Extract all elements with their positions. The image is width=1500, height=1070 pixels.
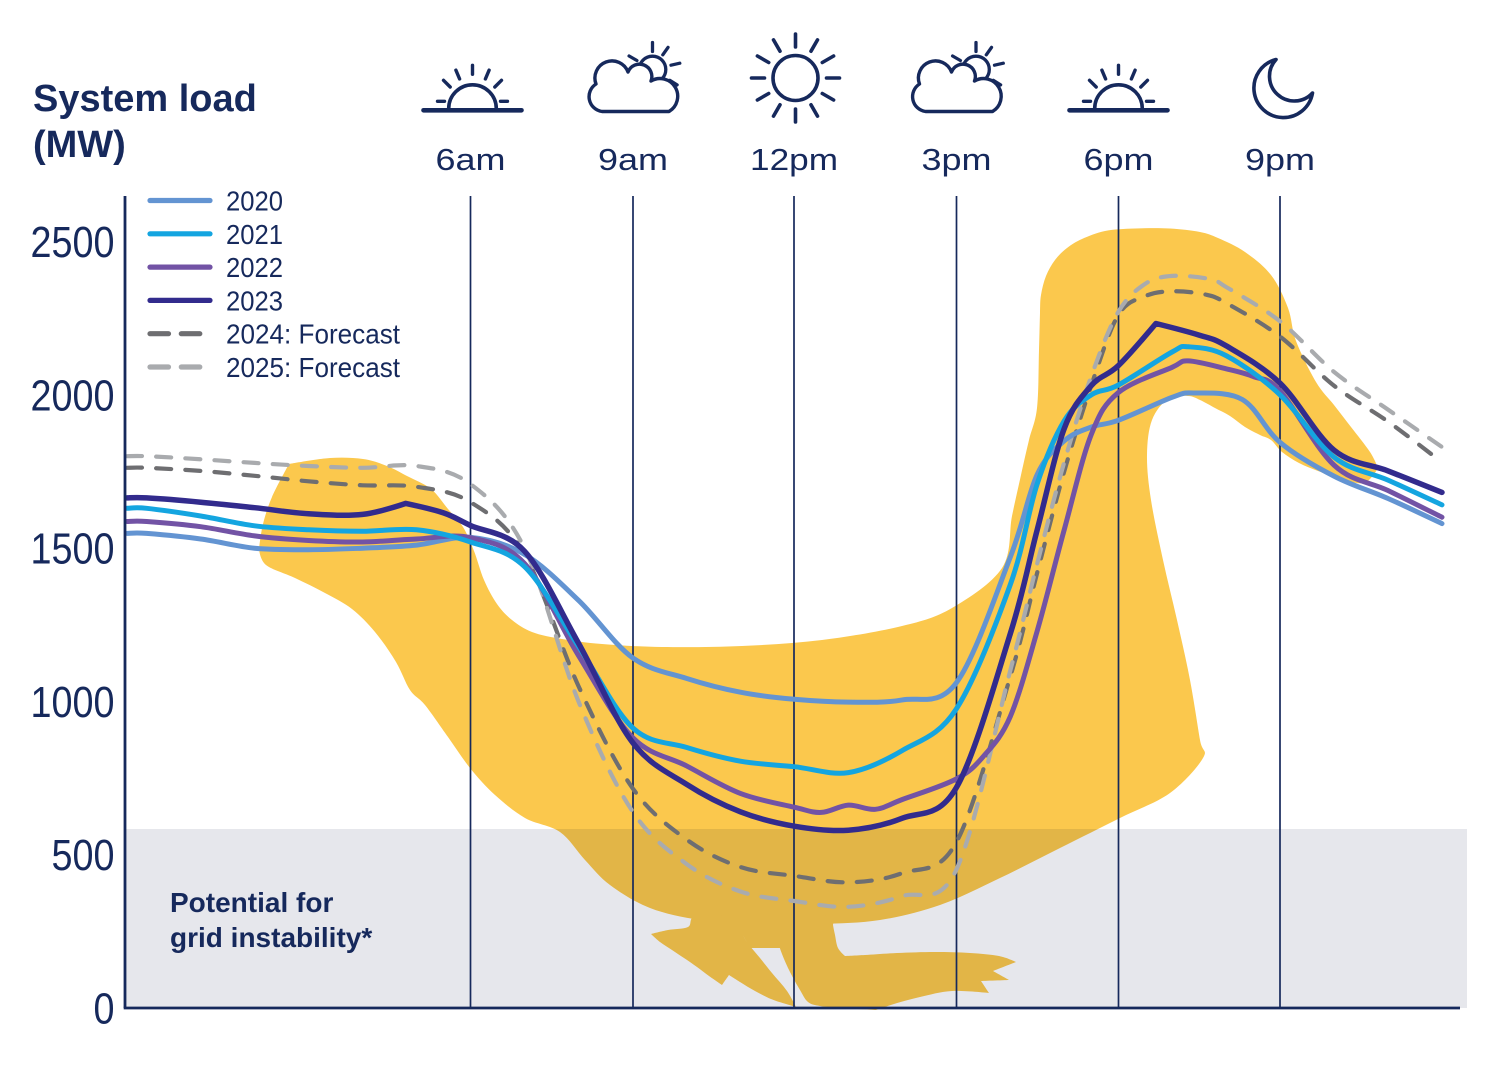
svg-text:1500: 1500 (31, 525, 115, 574)
svg-text:6am: 6am (436, 142, 506, 177)
svg-text:2023: 2023 (226, 285, 283, 316)
svg-text:2500: 2500 (31, 218, 115, 267)
svg-text:1000: 1000 (31, 678, 115, 727)
svg-text:12pm: 12pm (750, 142, 838, 177)
svg-text:2020: 2020 (226, 186, 283, 217)
svg-text:9am: 9am (598, 142, 668, 177)
svg-text:2025: Forecast: 2025: Forecast (226, 352, 400, 383)
svg-text:(MW): (MW) (33, 124, 126, 166)
svg-text:6pm: 6pm (1084, 142, 1154, 177)
svg-text:System load: System load (33, 78, 257, 120)
svg-text:3pm: 3pm (922, 142, 992, 177)
svg-text:2024: Forecast: 2024: Forecast (226, 319, 400, 350)
svg-text:grid instability*: grid instability* (170, 922, 372, 953)
svg-text:500: 500 (52, 831, 115, 880)
svg-text:2021: 2021 (226, 219, 283, 250)
svg-text:2022: 2022 (226, 252, 283, 283)
svg-text:2000: 2000 (31, 371, 115, 420)
svg-text:Potential for: Potential for (170, 887, 333, 918)
svg-text:9pm: 9pm (1245, 142, 1315, 177)
svg-text:0: 0 (94, 985, 115, 1034)
